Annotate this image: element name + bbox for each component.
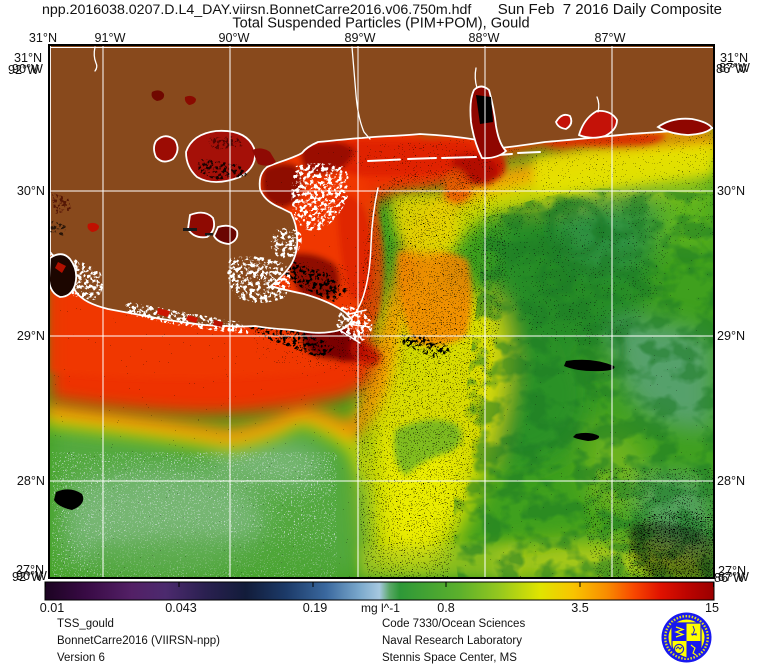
svg-text:3.5: 3.5	[571, 601, 589, 615]
svg-text:Naval Research Laboratory: Naval Research Laboratory	[382, 635, 522, 647]
svg-text:Sun Feb 7 2016 Daily Composit: Sun Feb 7 2016 Daily Composite	[498, 1, 722, 18]
svg-text:87°W: 87°W	[718, 570, 749, 584]
svg-text:27°N: 27°N	[718, 564, 746, 578]
svg-text:28°N: 28°N	[717, 474, 745, 488]
svg-text:89°W: 89°W	[345, 31, 376, 45]
svg-text:30°N: 30°N	[717, 184, 745, 198]
svg-text:31°N: 31°N	[29, 31, 57, 45]
svg-text:90°W: 90°W	[16, 569, 47, 583]
svg-text:mg l^-1: mg l^-1	[361, 601, 400, 615]
svg-text:92°W: 92°W	[8, 63, 39, 77]
svg-text:Code 7330/Ocean Sciences: Code 7330/Ocean Sciences	[382, 618, 525, 630]
svg-text:0.01: 0.01	[40, 601, 65, 615]
svg-text:Total Suspended Particles (PIM: Total Suspended Particles (PIM+POM), Gou…	[232, 16, 529, 32]
svg-text:Stennis Space Center, MS: Stennis Space Center, MS	[382, 652, 517, 664]
svg-text:90°W: 90°W	[12, 62, 43, 76]
svg-text:0.8: 0.8	[437, 601, 455, 615]
svg-text:86°W: 86°W	[714, 571, 745, 585]
svg-text:31°N: 31°N	[14, 51, 42, 65]
svg-text:90°W: 90°W	[219, 31, 250, 45]
svg-text:Version 6: Version 6	[57, 652, 105, 664]
svg-text:0.19: 0.19	[303, 601, 328, 615]
svg-text:28°N: 28°N	[17, 474, 45, 488]
svg-text:88°W: 88°W	[469, 31, 500, 45]
svg-text:15: 15	[705, 601, 719, 615]
svg-text:92°W: 92°W	[12, 570, 43, 584]
svg-text:91°W: 91°W	[95, 31, 126, 45]
svg-text:TSS_gould: TSS_gould	[57, 618, 114, 630]
svg-text:29°N: 29°N	[17, 329, 45, 343]
svg-text:29°N: 29°N	[717, 329, 745, 343]
svg-text:87°W: 87°W	[595, 31, 626, 45]
svg-text:31°N: 31°N	[720, 51, 748, 65]
svg-text:87°W: 87°W	[719, 61, 750, 75]
svg-text:BonnetCarre2016 (VIIRSN-npp): BonnetCarre2016 (VIIRSN-npp)	[57, 635, 220, 647]
svg-text:30°N: 30°N	[17, 184, 45, 198]
svg-text:86°W: 86°W	[716, 62, 747, 76]
svg-text:0.043: 0.043	[165, 601, 197, 615]
svg-text:27°N: 27°N	[16, 563, 44, 577]
svg-text:npp.2016038.0207.D.L4_DAY.viir: npp.2016038.0207.D.L4_DAY.viirsn.BonnetC…	[42, 2, 471, 18]
